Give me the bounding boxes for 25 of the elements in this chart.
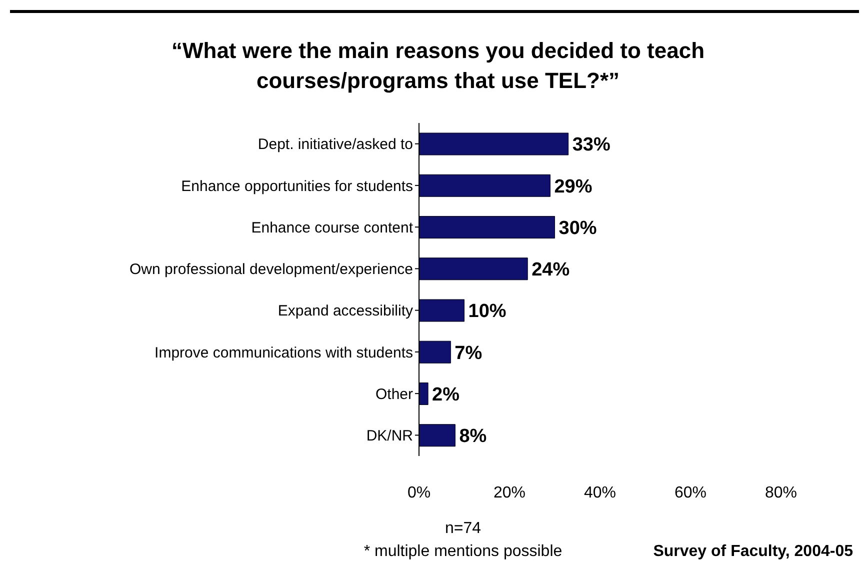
y-tick-label: Expand accessibility bbox=[278, 302, 414, 320]
data-label: 10% bbox=[468, 301, 506, 322]
x-tick-label: 40% bbox=[584, 484, 616, 502]
y-tick-label: Other bbox=[375, 386, 414, 403]
data-label: 8% bbox=[459, 426, 487, 448]
data-label: 2% bbox=[432, 384, 460, 406]
x-tick-label: 20% bbox=[493, 484, 526, 502]
text: Survey of Faculty, 2004-05 bbox=[652, 543, 853, 561]
data-label: 24% bbox=[532, 260, 570, 281]
y-tick-label: Dept. initiative/asked to bbox=[258, 136, 413, 154]
text: n=74 bbox=[444, 520, 482, 538]
x-tick-label: 0% bbox=[407, 484, 431, 502]
chart-title: “What were the main reasons you decided to teach courses/programs that use TEL?*” bbox=[170, 37, 706, 95]
x-tick-label: 80% bbox=[764, 484, 798, 502]
y-tick-label: DK/NR bbox=[366, 428, 414, 445]
y-tick-label: Enhance course content bbox=[251, 219, 414, 236]
x-tick-label: 60% bbox=[674, 484, 707, 502]
data-label: 29% bbox=[554, 176, 592, 198]
data-label: 33% bbox=[572, 134, 610, 156]
y-tick-label: Improve communications with students bbox=[154, 344, 413, 362]
text: * multiple mentions possible bbox=[362, 543, 564, 561]
y-tick-label: Own professional development/experience bbox=[130, 261, 413, 278]
data-label: 7% bbox=[454, 342, 482, 364]
data-label: 30% bbox=[558, 218, 597, 239]
y-tick-label: Enhance opportunities for students bbox=[181, 178, 413, 195]
